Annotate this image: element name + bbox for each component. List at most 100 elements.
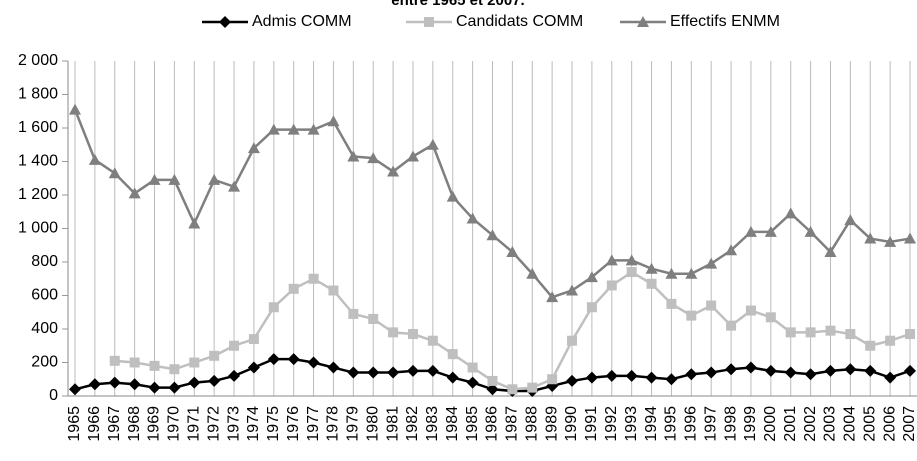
x-tick-label: 1980: [364, 406, 381, 442]
data-point: [884, 371, 897, 384]
data-point: [486, 229, 499, 241]
x-tick-label: 1965: [66, 406, 83, 442]
x-tick-label: 1977: [305, 406, 322, 442]
y-tick-label: 1 800: [18, 86, 58, 103]
data-point: [507, 384, 518, 395]
y-tick-label: 2 000: [18, 52, 58, 69]
x-tick-label: 1997: [702, 406, 719, 442]
data-point: [148, 173, 161, 185]
data-point: [367, 366, 380, 379]
data-point: [725, 244, 738, 256]
data-point: [744, 361, 757, 374]
x-tick-label: 2000: [762, 406, 779, 442]
y-tick-label: 1 200: [18, 186, 58, 203]
data-point: [527, 382, 538, 393]
data-point: [109, 355, 120, 366]
x-tick-label: 1993: [623, 406, 640, 442]
data-point: [884, 235, 897, 247]
data-point: [348, 308, 359, 319]
x-tick-label: 2004: [842, 406, 859, 442]
data-point: [128, 187, 141, 199]
data-point: [665, 267, 678, 279]
data-point: [69, 383, 81, 396]
data-point: [805, 327, 816, 338]
x-tick-label: 1986: [484, 406, 501, 442]
data-point: [69, 103, 81, 115]
data-point: [705, 257, 718, 269]
legend-label: Candidats COMM: [456, 13, 583, 30]
data-point: [645, 262, 658, 274]
data-point: [327, 361, 340, 374]
data-point: [645, 371, 658, 384]
data-point: [427, 335, 438, 346]
data-point: [864, 232, 877, 244]
data-point: [606, 280, 617, 291]
data-point: [368, 313, 379, 324]
x-tick-label: 1968: [126, 406, 143, 442]
x-tick-label: 1975: [265, 406, 282, 442]
data-point: [148, 381, 161, 394]
x-tick-label: 1984: [444, 406, 461, 442]
data-point: [128, 378, 141, 391]
data-point: [547, 374, 558, 385]
data-point: [605, 369, 618, 382]
data-point: [665, 373, 678, 386]
data-point: [189, 357, 200, 368]
data-point: [407, 329, 418, 340]
x-tick-label: 2003: [822, 406, 839, 442]
data-point: [388, 327, 399, 338]
data-point: [228, 180, 241, 192]
data-point: [287, 353, 300, 366]
data-point: [784, 366, 797, 379]
data-point: [288, 283, 299, 294]
data-point: [466, 212, 479, 224]
x-tick-label: 1989: [543, 406, 560, 442]
data-point: [466, 376, 479, 389]
legend-label: Effectifs ENMM: [670, 13, 780, 30]
data-point: [567, 335, 578, 346]
data-point: [307, 123, 320, 135]
data-point: [487, 375, 498, 386]
chart-title: entre 1965 et 2007.: [391, 0, 524, 9]
data-point: [585, 271, 598, 283]
data-point: [327, 115, 340, 127]
x-tick-label: 1992: [603, 406, 620, 442]
x-tick-label: 1966: [86, 406, 103, 442]
legend-marker: [637, 16, 649, 27]
data-point: [864, 364, 877, 377]
data-point: [406, 150, 419, 162]
data-point: [347, 366, 360, 379]
data-point: [387, 366, 400, 379]
data-point: [566, 284, 579, 296]
data-point: [885, 335, 896, 346]
x-tick-label: 1988: [523, 406, 540, 442]
x-tick-label: 1973: [225, 406, 242, 442]
data-point: [486, 383, 499, 396]
data-point: [844, 363, 857, 376]
x-tick-label: 1987: [504, 406, 521, 442]
data-point: [905, 329, 915, 340]
x-tick-label: 1999: [742, 406, 759, 442]
legend-marker: [219, 16, 231, 28]
x-tick-label: 1967: [106, 406, 123, 442]
data-point: [188, 376, 201, 389]
y-tick-label: 600: [31, 287, 58, 304]
data-point: [228, 369, 241, 382]
data-point: [168, 381, 181, 394]
data-point: [108, 167, 121, 179]
data-point: [247, 142, 260, 154]
data-point: [188, 217, 201, 229]
data-point: [725, 363, 738, 376]
x-tick-label: 1982: [404, 406, 421, 442]
data-point: [764, 364, 777, 377]
data-point: [267, 123, 280, 135]
data-point: [546, 291, 559, 303]
data-point: [586, 302, 597, 313]
data-point: [585, 371, 598, 384]
data-point: [268, 302, 279, 313]
x-tick-label: 1979: [345, 406, 362, 442]
x-tick-label: 1978: [325, 406, 342, 442]
data-point: [406, 364, 419, 377]
data-point: [347, 150, 360, 162]
x-tick-label: 2007: [901, 406, 917, 442]
